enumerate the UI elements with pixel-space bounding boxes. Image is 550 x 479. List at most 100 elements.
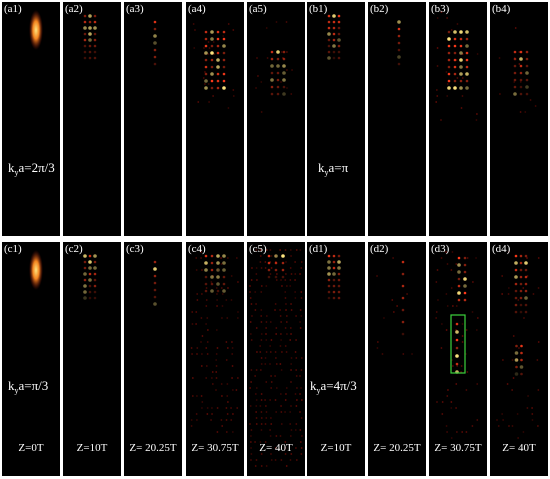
- intensity-spot: [274, 357, 277, 359]
- intensity-spot: [226, 413, 229, 415]
- intensity-spot: [435, 89, 438, 91]
- panel-c5: (c5) Z= 40T: [247, 242, 305, 476]
- intensity-spot: [269, 435, 272, 437]
- intensity-spot: [447, 51, 451, 55]
- intensity-spot: [453, 86, 457, 90]
- intensity-spot: [237, 281, 239, 283]
- intensity-spot: [264, 405, 267, 407]
- intensity-spot: [250, 447, 252, 449]
- intensity-spot: [475, 329, 478, 331]
- intensity-spot: [93, 14, 97, 18]
- intensity-spot: [206, 317, 209, 319]
- intensity-spot: [289, 285, 292, 287]
- intensity-spot: [327, 44, 331, 48]
- intensity-spot: [514, 27, 517, 29]
- intensity-spot: [205, 347, 208, 349]
- intensity-spot: [236, 317, 239, 319]
- intensity-spot: [88, 50, 92, 54]
- intensity-spot: [88, 278, 92, 282]
- intensity-spot: [519, 365, 524, 369]
- intensity-spot: [285, 285, 288, 287]
- intensity-spot: [276, 92, 280, 96]
- intensity-spot: [294, 273, 297, 275]
- intensity-spot: [83, 266, 87, 270]
- intensity-spot: [435, 311, 438, 313]
- intensity-spot: [453, 58, 457, 62]
- intensity-spot: [255, 405, 258, 407]
- intensity-spot: [465, 37, 469, 41]
- intensity-spot: [457, 298, 461, 302]
- highlight-box: [450, 314, 466, 374]
- intensity-spot: [279, 363, 282, 365]
- intensity-spot: [381, 353, 384, 355]
- intensity-spot: [254, 441, 256, 443]
- intensity-spot: [231, 431, 234, 433]
- intensity-spot: [282, 85, 286, 89]
- intensity-field: [376, 257, 413, 355]
- intensity-spot: [397, 62, 401, 66]
- intensity-spot: [88, 26, 92, 30]
- intensity-spot: [250, 381, 253, 383]
- intensity-spot: [401, 308, 405, 312]
- intensity-spot: [255, 267, 258, 269]
- intensity-spot: [256, 57, 258, 59]
- intensity-spot: [93, 56, 97, 60]
- intensity-spot: [255, 249, 258, 251]
- intensity-spot: [519, 261, 523, 265]
- intensity-spot: [274, 447, 277, 449]
- intensity-spot: [88, 14, 92, 18]
- intensity-spot: [220, 263, 223, 265]
- intensity-spot: [255, 399, 258, 401]
- ky-label-b: kya=π: [318, 160, 349, 177]
- intensity-spot: [332, 254, 336, 258]
- intensity-spot: [260, 309, 263, 311]
- intensity-spot: [401, 332, 405, 336]
- intensity-spot: [216, 30, 220, 34]
- intensity-spot: [216, 407, 219, 409]
- intensity-spot: [327, 26, 331, 30]
- intensity-spot: [207, 83, 210, 85]
- intensity-spot: [254, 393, 257, 395]
- intensity-spot: [447, 72, 451, 76]
- intensity-spot: [210, 254, 214, 258]
- intensity-spot: [270, 423, 273, 425]
- intensity-spot: [397, 48, 401, 52]
- intensity-spot: [231, 353, 234, 355]
- intensity-spot: [529, 99, 532, 101]
- intensity-spot: [517, 299, 520, 301]
- intensity-spot: [216, 305, 218, 307]
- intensity-spot: [525, 78, 529, 82]
- intensity-spot: [274, 261, 278, 265]
- intensity-spot: [226, 317, 229, 319]
- intensity-spot: [260, 393, 263, 395]
- intensity-spot: [513, 57, 517, 61]
- intensity-spot: [269, 363, 271, 365]
- intensity-spot: [276, 64, 280, 68]
- intensity-spot: [204, 282, 208, 286]
- intensity-spot: [210, 37, 214, 41]
- intensity-spot: [221, 293, 224, 295]
- intensity-spot: [337, 44, 341, 48]
- intensity-spot: [260, 453, 263, 455]
- intensity-spot: [88, 20, 92, 24]
- intensity-spot: [195, 413, 198, 415]
- intensity-spot: [441, 413, 444, 415]
- intensity-spot: [270, 50, 274, 54]
- intensity-spot: [281, 268, 285, 272]
- intensity-spot: [220, 257, 222, 259]
- intensity-spot: [289, 411, 292, 413]
- z-label: Z=10T: [76, 442, 108, 454]
- intensity-spot: [463, 270, 467, 274]
- intensity-spot: [284, 327, 287, 329]
- intensity-spot: [93, 296, 97, 300]
- panel-label: (d1): [309, 243, 328, 255]
- intensity-spot: [204, 86, 208, 90]
- intensity-spot: [282, 92, 286, 96]
- panel-label: (c3): [126, 243, 144, 255]
- intensity-spot: [327, 14, 331, 18]
- intensity-spot: [299, 249, 302, 251]
- intensity-spot: [285, 303, 287, 305]
- intensity-spot: [300, 261, 303, 263]
- intensity-spot: [455, 338, 459, 342]
- intensity-field: [397, 20, 401, 66]
